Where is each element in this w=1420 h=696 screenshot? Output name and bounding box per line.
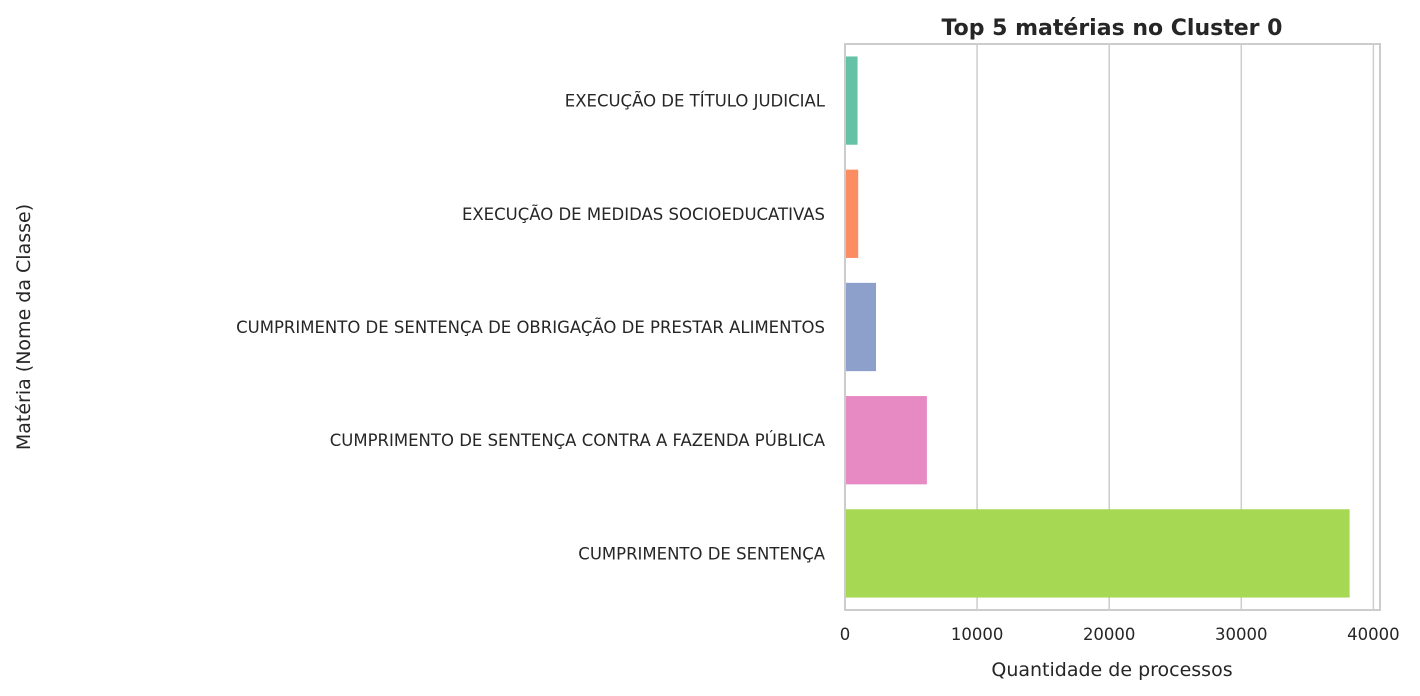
bar bbox=[845, 169, 859, 258]
bar bbox=[845, 56, 858, 145]
bar bbox=[845, 396, 927, 485]
y-tick-labels: EXECUÇÃO DE TÍTULO JUDICIAL EXECUÇÃO DE M… bbox=[236, 92, 826, 564]
bar bbox=[845, 282, 877, 372]
x-tick-label: 0 bbox=[840, 625, 851, 644]
x-tick-label: 40000 bbox=[1347, 625, 1400, 644]
y-tick-label: CUMPRIMENTO DE SENTENÇA DE OBRIGAÇÃO DE … bbox=[236, 318, 825, 337]
bars bbox=[845, 56, 1350, 598]
y-tick-label: EXECUÇÃO DE TÍTULO JUDICIAL bbox=[565, 92, 826, 111]
x-tick-label: 20000 bbox=[1083, 625, 1136, 644]
y-axis-label: Matéria (Nome da Classe) bbox=[13, 204, 35, 450]
plot-frame bbox=[844, 43, 1381, 611]
x-tick-label: 10000 bbox=[951, 625, 1004, 644]
y-tick-label: EXECUÇÃO DE MEDIDAS SOCIOEDUCATIVAS bbox=[462, 205, 825, 224]
bar bbox=[845, 509, 1350, 598]
x-tick-label: 30000 bbox=[1215, 625, 1268, 644]
y-tick-label: CUMPRIMENTO DE SENTENÇA CONTRA A FAZENDA… bbox=[330, 431, 826, 450]
y-tick-label: CUMPRIMENTO DE SENTENÇA bbox=[578, 544, 825, 563]
x-tick-labels: 0 10000 20000 30000 40000 bbox=[840, 625, 1400, 644]
x-axis-label: Quantidade de processos bbox=[991, 659, 1232, 681]
chart-title: Top 5 matérias no Cluster 0 bbox=[942, 16, 1283, 41]
